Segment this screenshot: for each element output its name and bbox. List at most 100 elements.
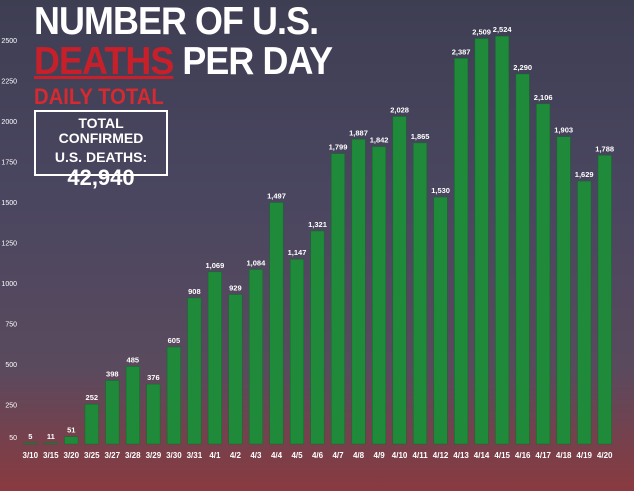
total-label-line1: TOTAL CONFIRMED	[58, 115, 144, 146]
y-tick-label: 2500	[1, 38, 17, 45]
value-label: 2,509	[472, 28, 491, 37]
y-tick-label: 250	[5, 403, 17, 410]
value-label: 908	[188, 287, 201, 296]
value-label: 1,147	[288, 248, 307, 257]
x-tick-label: 4/10	[392, 451, 408, 460]
x-tick-label: 4/12	[433, 451, 449, 460]
x-tick-label: 3/20	[64, 451, 80, 460]
y-axis: 50 250 500 750 1000 1250 1500 1750 2000 2250 2500	[1, 38, 17, 442]
bar-3-25	[84, 403, 99, 445]
title-line-1: NUMBER OF U.S.	[34, 0, 319, 43]
value-label: 1,530	[431, 186, 450, 195]
value-label: 2,106	[534, 93, 553, 102]
bar-3-15	[43, 442, 58, 445]
x-tick-label: 4/1	[209, 451, 221, 460]
bar-3-29	[146, 383, 161, 445]
bar-4-9	[372, 146, 387, 445]
x-axis: 3/10 3/15 3/20 3/25 3/27 3/28 3/29 3/30 3/31 4/1 4…	[23, 451, 614, 460]
x-tick-label: 4/11	[413, 451, 429, 460]
value-label: 252	[86, 393, 99, 402]
x-tick-label: 4/20	[597, 451, 613, 460]
x-tick-label: 4/16	[515, 451, 531, 460]
y-tick-label: 750	[5, 322, 17, 329]
bar-4-4	[269, 202, 284, 445]
bar-4-3	[248, 269, 263, 445]
chart-title: NUMBER OF U.S. DEATHS PER DAY DAILY TOTA…	[34, 2, 358, 110]
y-tick-label: 50	[9, 435, 17, 442]
y-tick-label: 1000	[1, 281, 17, 288]
title-per-day: PER DAY	[173, 40, 333, 83]
x-tick-label: 4/7	[332, 451, 344, 460]
x-tick-label: 4/4	[271, 451, 283, 460]
x-tick-label: 4/14	[474, 451, 490, 460]
bar-4-1	[207, 271, 222, 445]
bar-4-11	[413, 142, 428, 445]
bar-4-13	[454, 58, 469, 445]
y-tick-label: 2000	[1, 119, 17, 126]
value-label: 1,903	[554, 126, 573, 135]
x-tick-label: 3/29	[146, 451, 162, 460]
bar-4-20	[597, 155, 612, 445]
value-label: 1,497	[267, 192, 286, 201]
value-label: 1,084	[247, 258, 267, 267]
x-tick-label: 4/15	[494, 451, 510, 460]
value-label: 398	[106, 370, 119, 379]
y-tick-label: 500	[5, 362, 17, 369]
x-tick-label: 3/25	[84, 451, 100, 460]
x-tick-label: 4/6	[312, 451, 324, 460]
x-tick-label: 4/3	[250, 451, 262, 460]
chart-subtitle: DAILY TOTAL	[34, 84, 164, 109]
bar-4-7	[330, 153, 345, 445]
bar-3-20	[64, 436, 79, 445]
bar-3-31	[187, 297, 202, 445]
x-tick-label: 3/30	[166, 451, 182, 460]
x-tick-label: 3/15	[43, 451, 59, 460]
value-label: 51	[67, 426, 75, 435]
x-tick-label: 4/13	[453, 451, 469, 460]
x-tick-label: 4/17	[535, 451, 551, 460]
value-label: 1,799	[329, 143, 348, 152]
value-label: 2,028	[390, 106, 409, 115]
title-line-2: DEATHS PER DAY	[34, 40, 333, 83]
value-label: 1,842	[370, 136, 389, 145]
x-tick-label: 4/9	[374, 451, 386, 460]
bar-4-6	[310, 230, 325, 445]
x-tick-label: 3/28	[125, 451, 141, 460]
bar-4-16	[515, 73, 530, 445]
total-deaths-box: TOTAL CONFIRMED U.S. DEATHS: 42,940	[34, 110, 168, 190]
value-label: 1,865	[411, 132, 430, 141]
x-tick-label: 3/27	[105, 451, 121, 460]
bar-3-10	[23, 442, 38, 445]
value-label: 1,887	[349, 128, 368, 137]
y-tick-label: 1250	[1, 241, 17, 248]
value-label: 5	[28, 432, 32, 441]
bar-4-2	[228, 294, 243, 445]
bar-4-14	[474, 38, 489, 445]
bar-4-19	[577, 180, 592, 445]
value-labels: 5 11 51 252 398 485 376 605 908 1,069 929 1,084 1,49…	[28, 25, 614, 441]
value-label: 1,629	[575, 170, 594, 179]
bar-3-28	[125, 366, 140, 445]
value-label: 929	[229, 284, 242, 293]
value-label: 2,290	[513, 63, 532, 72]
bar-4-15	[495, 35, 510, 445]
bars	[23, 35, 612, 445]
x-tick-label: 3/10	[23, 451, 39, 460]
x-tick-label: 4/8	[353, 451, 365, 460]
bar-4-5	[289, 258, 304, 445]
title-deaths-word: DEATHS	[34, 40, 174, 83]
value-label: 1,321	[308, 220, 327, 229]
x-tick-label: 4/5	[291, 451, 303, 460]
bar-3-27	[105, 380, 120, 445]
bar-4-12	[433, 196, 448, 445]
value-label: 2,524	[493, 25, 513, 34]
bar-4-8	[351, 139, 366, 445]
x-tick-label: 4/19	[576, 451, 592, 460]
x-tick-label: 3/31	[187, 451, 203, 460]
value-label: 11	[47, 432, 55, 441]
y-tick-label: 2250	[1, 79, 17, 86]
total-value: 42,940	[67, 165, 135, 190]
bar-4-10	[392, 116, 407, 445]
x-tick-label: 4/18	[556, 451, 572, 460]
